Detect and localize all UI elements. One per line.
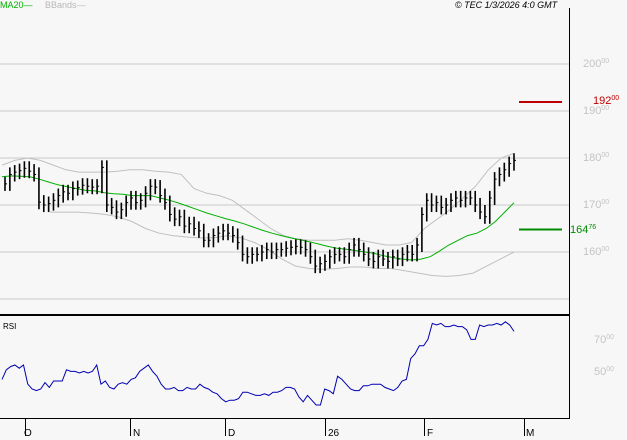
price-bars (4, 153, 516, 274)
price-axis-label: 18000 (583, 152, 610, 164)
legend-ma20[interactable]: MA20— (0, 0, 33, 10)
price-axis-label: 19000 (583, 105, 610, 117)
rsi-axis-label: 7000 (594, 334, 615, 346)
resistance-value-label: 19200 (593, 95, 620, 107)
rsi-line (1, 321, 515, 406)
copyright-timestamp: © TEC 1/3/2026 4:0 GMT (455, 0, 558, 10)
legend-bbands-swatch: — (76, 0, 86, 10)
legend-bbands[interactable]: BBands— (45, 0, 86, 10)
ma20-line (1, 175, 515, 261)
x-axis-label-dec: D (228, 428, 236, 439)
price-axis-label: 16000 (583, 246, 610, 258)
ma20-value-label: 16476 (570, 224, 597, 236)
x-axis-label-mar: M (526, 428, 535, 439)
legend-ma20-swatch: — (23, 0, 33, 10)
legend-bbands-label: BBands (45, 0, 77, 10)
price-axis-label: 20000 (583, 58, 610, 70)
rsi-title: RSI (3, 322, 17, 331)
x-axis-label-feb: F (427, 428, 434, 439)
legend-ma20-label: MA20 (0, 0, 24, 10)
legend: MA20— BBands— (0, 0, 86, 10)
x-axis-label-2026: 26 (328, 428, 340, 439)
price-axis-label: 17000 (583, 199, 610, 211)
bollinger-bands (1, 152, 515, 277)
x-axis-label-oct: O (24, 428, 32, 439)
chart-frame (0, 8, 570, 436)
price-markers (519, 101, 562, 231)
rsi-axis-label: 5000 (594, 366, 615, 378)
price-grid (0, 63, 569, 300)
x-axis-label-nov: N (133, 428, 141, 439)
